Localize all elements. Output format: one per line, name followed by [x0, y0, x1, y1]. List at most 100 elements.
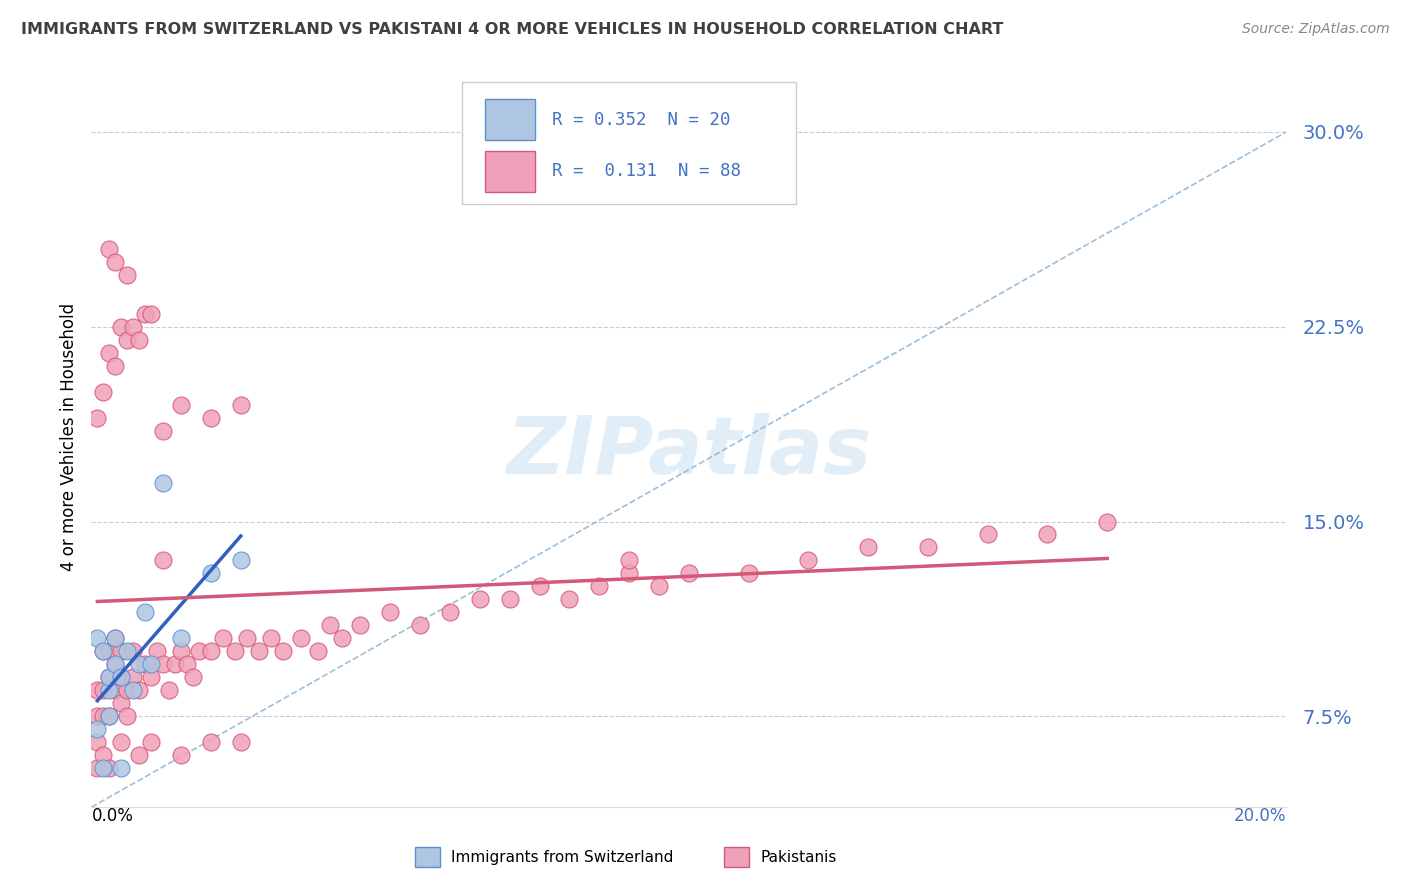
Point: [98, 345, 121, 359]
Point: [115, 709, 138, 723]
Point: [619, 566, 641, 581]
Point: [211, 632, 233, 646]
Point: [917, 541, 939, 555]
Point: [128, 683, 150, 698]
Bar: [415, 847, 440, 867]
Point: [122, 670, 145, 684]
Point: [104, 632, 127, 646]
Point: [110, 319, 132, 334]
Point: [110, 670, 132, 684]
Bar: [724, 847, 749, 867]
Point: [468, 592, 491, 607]
Point: [115, 683, 138, 698]
Point: [134, 307, 156, 321]
Point: [98, 709, 121, 723]
Point: [1036, 527, 1059, 541]
Point: [122, 683, 145, 698]
Point: [1097, 515, 1119, 529]
Point: [200, 566, 222, 581]
Bar: [485, 100, 534, 140]
Point: [229, 553, 252, 567]
Point: [104, 657, 127, 672]
Point: [104, 683, 127, 698]
Point: [141, 670, 163, 684]
Text: R =  0.131  N = 88: R = 0.131 N = 88: [551, 162, 741, 180]
Point: [141, 307, 163, 321]
Point: [93, 761, 115, 775]
Point: [976, 527, 998, 541]
Point: [152, 475, 174, 490]
Text: Pakistanis: Pakistanis: [761, 850, 837, 864]
Point: [86, 632, 108, 646]
Point: [115, 333, 138, 347]
Point: [349, 618, 371, 632]
Point: [797, 553, 820, 567]
Point: [104, 657, 127, 672]
Point: [128, 333, 150, 347]
Point: [170, 398, 193, 412]
Point: [98, 761, 121, 775]
Point: [110, 761, 132, 775]
Point: [93, 683, 115, 698]
Text: 20.0%: 20.0%: [1234, 807, 1286, 825]
Point: [93, 644, 115, 658]
Point: [128, 657, 150, 672]
Point: [188, 644, 211, 658]
Point: [110, 670, 132, 684]
Point: [235, 632, 259, 646]
Point: [104, 254, 127, 268]
Point: [115, 268, 138, 282]
Point: [98, 670, 121, 684]
Point: [176, 657, 198, 672]
Point: [146, 644, 169, 658]
Point: [104, 632, 127, 646]
Point: [110, 697, 132, 711]
Point: [200, 644, 222, 658]
Point: [115, 644, 138, 658]
Point: [678, 566, 700, 581]
Point: [86, 709, 108, 723]
Point: [229, 398, 252, 412]
Point: [128, 748, 150, 763]
Point: [93, 709, 115, 723]
Point: [529, 579, 551, 593]
Point: [200, 410, 222, 425]
Point: [163, 657, 186, 672]
Point: [152, 553, 174, 567]
Point: [98, 709, 121, 723]
Point: [380, 606, 402, 620]
Point: [86, 723, 108, 737]
Point: [134, 606, 156, 620]
Text: Immigrants from Switzerland: Immigrants from Switzerland: [451, 850, 673, 864]
Point: [86, 735, 108, 749]
Point: [157, 683, 180, 698]
Point: [93, 384, 115, 399]
Text: ZIPatlas: ZIPatlas: [506, 413, 872, 491]
Text: R = 0.352  N = 20: R = 0.352 N = 20: [551, 111, 730, 128]
Point: [104, 359, 127, 373]
Bar: [485, 151, 534, 192]
Text: Source: ZipAtlas.com: Source: ZipAtlas.com: [1241, 22, 1389, 37]
Point: [141, 735, 163, 749]
Point: [86, 683, 108, 698]
Point: [152, 424, 174, 438]
Point: [200, 735, 222, 749]
Point: [93, 644, 115, 658]
Point: [170, 644, 193, 658]
Text: IMMIGRANTS FROM SWITZERLAND VS PAKISTANI 4 OR MORE VEHICLES IN HOUSEHOLD CORRELA: IMMIGRANTS FROM SWITZERLAND VS PAKISTANI…: [21, 22, 1004, 37]
Point: [224, 644, 246, 658]
Point: [858, 541, 880, 555]
Point: [122, 644, 145, 658]
Point: [86, 410, 108, 425]
Point: [93, 748, 115, 763]
Point: [332, 632, 354, 646]
Point: [98, 670, 121, 684]
FancyBboxPatch shape: [461, 82, 796, 204]
Point: [134, 657, 156, 672]
Point: [170, 748, 193, 763]
Point: [271, 644, 294, 658]
Point: [181, 670, 204, 684]
Point: [98, 644, 121, 658]
Point: [110, 644, 132, 658]
Point: [259, 632, 281, 646]
